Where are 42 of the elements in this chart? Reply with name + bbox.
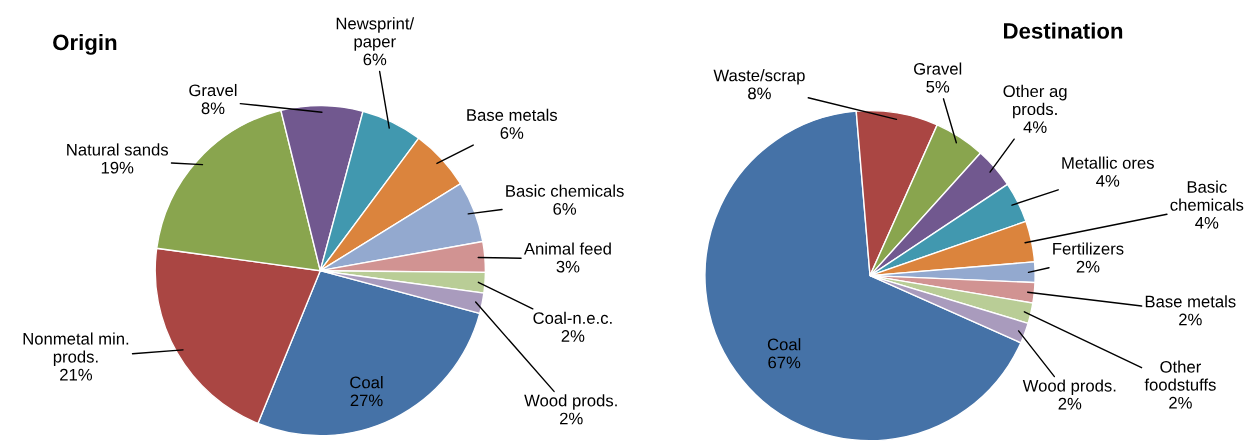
- slice-label: Other ag prods.: [1003, 84, 1067, 119]
- slice-label: Animal feed: [523, 242, 611, 255]
- slice-label: Nonmetal min. prods.: [23, 332, 129, 366]
- data-label: 4%: [1195, 217, 1219, 229]
- data-label: 8%: [201, 102, 225, 115]
- data-label: 2%: [1058, 397, 1082, 410]
- slice-label: Coal-n.e.c.: [533, 311, 612, 324]
- slice-label: Natural sands: [67, 143, 169, 156]
- slice-label: Coal: [767, 338, 801, 351]
- data-label: 6%: [500, 127, 524, 139]
- data-label: 2%: [1076, 260, 1100, 273]
- data-label: 27%: [350, 394, 383, 407]
- slice-label: Wood prods.: [524, 394, 617, 410]
- slice-label: Newsprint/ paper: [336, 17, 415, 51]
- slice-label: Metallic ores: [1062, 156, 1154, 169]
- chart-title: Destination: [1004, 22, 1123, 39]
- data-label: 2%: [561, 330, 585, 342]
- slice-label: Base metals: [467, 108, 558, 121]
- slice-label: Waste/scrap: [713, 69, 805, 85]
- data-label: 3%: [556, 260, 580, 273]
- slice-label: Other foodstuffs: [1144, 360, 1216, 391]
- slice-label: Base metals: [1145, 295, 1236, 308]
- slice-label: Basic chemicals: [506, 184, 624, 197]
- data-label: 2%: [560, 412, 583, 425]
- data-label: 6%: [553, 203, 577, 215]
- slice-label: Gravel: [189, 83, 237, 97]
- data-label: 4%: [1023, 121, 1047, 133]
- data-label: 4%: [1096, 175, 1120, 187]
- data-label: 2%: [1169, 396, 1192, 409]
- text: Origin: [53, 33, 117, 55]
- data-label: 2%: [1179, 313, 1202, 326]
- data-label: 67%: [768, 356, 801, 369]
- slice-label: Basic chemicals: [1170, 180, 1244, 211]
- data-label: 21%: [60, 368, 93, 381]
- slice-label: Gravel: [914, 62, 962, 75]
- data-label: 5%: [926, 80, 950, 93]
- slice-label: Fertilizers: [1053, 242, 1124, 255]
- data-label: 19%: [101, 161, 134, 174]
- data-label: 6%: [363, 53, 387, 66]
- slice-label: Wood prods.: [1022, 379, 1116, 395]
- slice-label: Coal: [350, 376, 383, 389]
- data-label: 8%: [748, 87, 771, 100]
